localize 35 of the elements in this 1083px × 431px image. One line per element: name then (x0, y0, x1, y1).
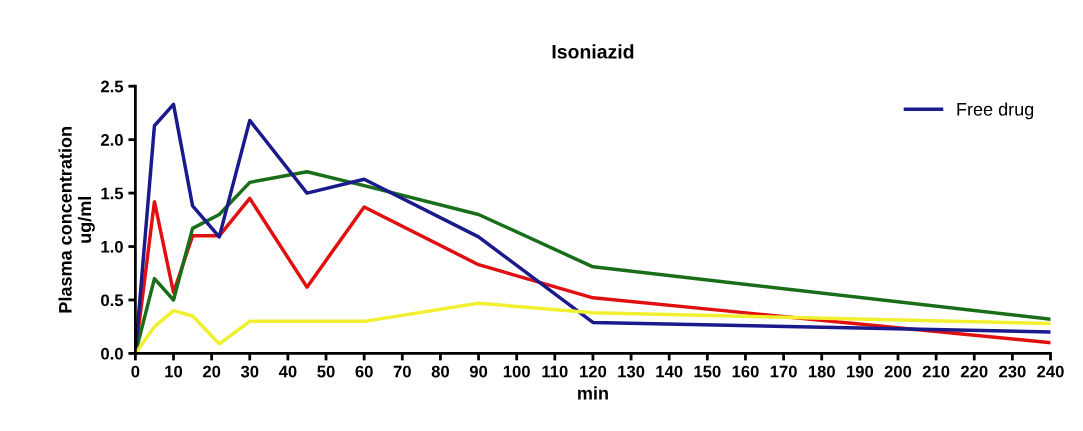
x-tick-label: 170 (770, 365, 797, 378)
x-tick-label: 0 (131, 365, 140, 378)
x-tick-label: 140 (656, 365, 683, 378)
y-axis-title: Plasma concentration ug/ml (58, 127, 95, 313)
x-tick-label: 240 (1037, 365, 1064, 378)
legend-label: Free drug (957, 102, 1034, 120)
x-tick-label: 80 (431, 365, 450, 378)
x-tick-label: 60 (355, 365, 373, 378)
x-axis-title: min (578, 386, 608, 400)
chart-title: Isoniazid (552, 44, 634, 59)
x-tick-label: 10 (165, 365, 183, 378)
x-tick-label: 160 (732, 365, 759, 378)
y-tick-label: 0.5 (101, 294, 124, 307)
x-tick-label: 180 (808, 365, 835, 378)
x-tick-label: 30 (240, 365, 259, 378)
x-tick-label: 20 (202, 365, 221, 378)
x-tick-label: 40 (278, 365, 297, 378)
x-tick-label: 220 (960, 365, 988, 378)
y-tick-label: 1.0 (101, 240, 123, 253)
x-tick-label: 150 (694, 365, 721, 378)
y-tick-label: 0.0 (101, 347, 123, 360)
y-tick-label: 1.5 (101, 187, 124, 200)
y-tick-label: 2.0 (100, 134, 123, 146)
x-tick-label: 120 (580, 365, 607, 378)
x-tick-label: 210 (922, 365, 950, 378)
x-tick-label: 200 (884, 365, 912, 378)
x-tick-label: 100 (503, 365, 530, 378)
x-tick-label: 110 (542, 365, 568, 378)
y-tick-label: 2.5 (100, 80, 124, 93)
x-tick-label: 50 (317, 365, 335, 378)
x-tick-label: 70 (393, 365, 411, 378)
x-tick-label: 90 (469, 365, 488, 378)
x-tick-label: 190 (847, 365, 874, 378)
x-tick-label: 230 (999, 365, 1026, 378)
x-tick-label: 130 (618, 365, 645, 378)
